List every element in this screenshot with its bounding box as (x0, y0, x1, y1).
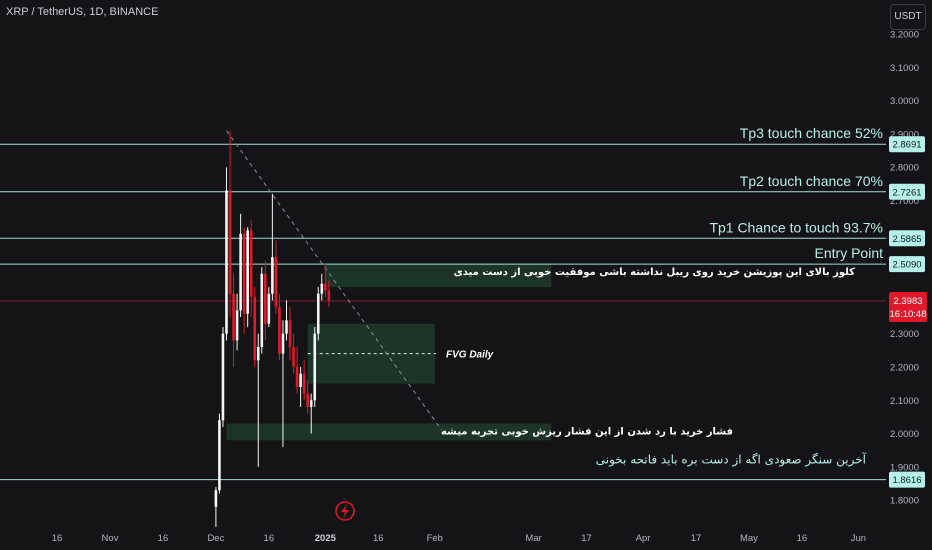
x-tick-label: 16 (373, 533, 384, 544)
candle-body (281, 333, 285, 354)
candle-body (299, 373, 302, 387)
candle-body (278, 307, 281, 354)
candle-body (313, 333, 317, 401)
trendline-layer (226, 130, 443, 431)
candle-body (316, 293, 320, 334)
currency-button[interactable]: USDT (890, 4, 926, 30)
candle-body (221, 333, 225, 421)
candle-body (309, 400, 313, 407)
symbol-label: XRP / TetherUS, 1D, BINANCE (6, 6, 159, 18)
candle-body (225, 190, 228, 334)
candle-body (256, 347, 260, 361)
y-tick-label: 3.2000 (890, 30, 919, 41)
x-tick-label: Dec (207, 533, 224, 544)
entry-zone-note: کلوز بالای این پوزیشن خرید روی ریبل نداش… (454, 267, 856, 278)
candle-body (327, 290, 331, 301)
level-price-tag-label: 2.8691 (892, 140, 921, 151)
candle-body (249, 230, 253, 298)
x-tick-label: Jun (851, 533, 866, 544)
level-price-tag-label: 2.5090 (892, 260, 921, 271)
candle-body (253, 297, 257, 361)
level-price-tag-label: 2.7261 (892, 187, 921, 198)
y-tick-label: 1.8000 (890, 496, 919, 507)
annotation-layer: کلوز بالای این پوزیشن خرید روی ریبل نداش… (441, 125, 883, 467)
flash-icon[interactable] (335, 501, 355, 521)
candle-body (288, 320, 292, 348)
x-axis-ticks: 16 Nov 16 Dec 16 2025 16 Feb Mar 17 Apr 17 May 16 Jun (52, 533, 866, 544)
zone-box (307, 323, 435, 384)
candle-body (274, 257, 278, 308)
candle-body (264, 273, 267, 324)
level-label: Entry Point (815, 245, 884, 261)
candle-body (295, 367, 299, 387)
level-price-tag (889, 230, 925, 247)
level-price-tag (889, 471, 925, 488)
x-tick-label: May (740, 533, 758, 544)
candle-body (324, 283, 327, 291)
candle-body (218, 420, 221, 491)
candle-body (306, 393, 309, 407)
current-price-tag (889, 291, 927, 322)
x-tick-label: 16 (797, 533, 808, 544)
y-tick-label: 2.1000 (890, 396, 919, 407)
candle-body (246, 230, 249, 314)
candle-body (320, 283, 324, 294)
y-tick-label: 2.2000 (890, 363, 919, 374)
x-tick-label: 17 (691, 533, 702, 544)
y-tick-label: 2.0000 (890, 429, 919, 440)
level-label: Tp1 Chance to touch 93.7% (709, 219, 883, 235)
x-tick-label: Mar (525, 533, 541, 544)
current-price-label: 2.3983 (893, 296, 922, 307)
level-price-tag (889, 136, 925, 153)
candle-body (260, 273, 264, 348)
zone-box (226, 423, 552, 441)
candle-body (235, 310, 239, 341)
y-tick-label: 2.8000 (890, 163, 919, 174)
level-label: Tp2 touch chance 70% (740, 173, 883, 189)
candle-body (239, 233, 242, 311)
x-tick-label: 16 (264, 533, 275, 544)
y-tick-label: 2.3000 (890, 329, 919, 340)
y-tick-label: 3.1000 (890, 63, 919, 74)
candle-body (267, 293, 271, 324)
candle-body (285, 320, 288, 334)
zones-layer (226, 263, 552, 441)
x-tick-label: Feb (427, 533, 443, 544)
x-tick-label: 16 (52, 533, 63, 544)
levels-layer (0, 143, 886, 481)
y-tick-label: 2.7000 (890, 196, 919, 207)
level-price-tag (889, 256, 925, 273)
candle-body (228, 190, 232, 294)
candle-body (271, 257, 274, 294)
level-label: Tp3 touch chance 52% (740, 125, 883, 141)
level-price-tag (889, 183, 925, 200)
y-tick-label: 1.9000 (890, 462, 919, 473)
x-tick-label: Apr (636, 533, 651, 544)
candle-body (214, 490, 218, 507)
countdown-label: 16:10:48 (890, 309, 927, 320)
x-tick-label: 17 (581, 533, 592, 544)
y-tick-label: 2.9000 (890, 129, 919, 140)
x-tick-label: Nov (102, 533, 119, 544)
fvg-label: FVG Daily (446, 350, 494, 361)
candles-layer (214, 130, 331, 527)
last-support-note: آخرین سنگر صعودی اگه از دست بره باید فات… (596, 452, 867, 468)
x-tick-label: 2025 (315, 533, 337, 544)
trendline (226, 130, 443, 431)
candle-body (242, 233, 246, 314)
y-tick-label: 3.0000 (890, 96, 919, 107)
candle-body (292, 347, 295, 367)
buy-pressure-note: فشار خرید با رد شدن از این فشار ریزش خوب… (441, 427, 733, 438)
candle-body (302, 373, 306, 394)
level-price-tag-label: 1.8616 (892, 475, 921, 486)
zone-box (325, 263, 552, 288)
price-tags-layer: 2.8691 2.7261 2.5865 2.5090 1.8616 2.3983 16:1… (889, 136, 927, 488)
x-tick-label: 16 (158, 533, 169, 544)
level-price-tag-label: 2.5865 (892, 234, 921, 245)
candle-body (232, 293, 235, 341)
